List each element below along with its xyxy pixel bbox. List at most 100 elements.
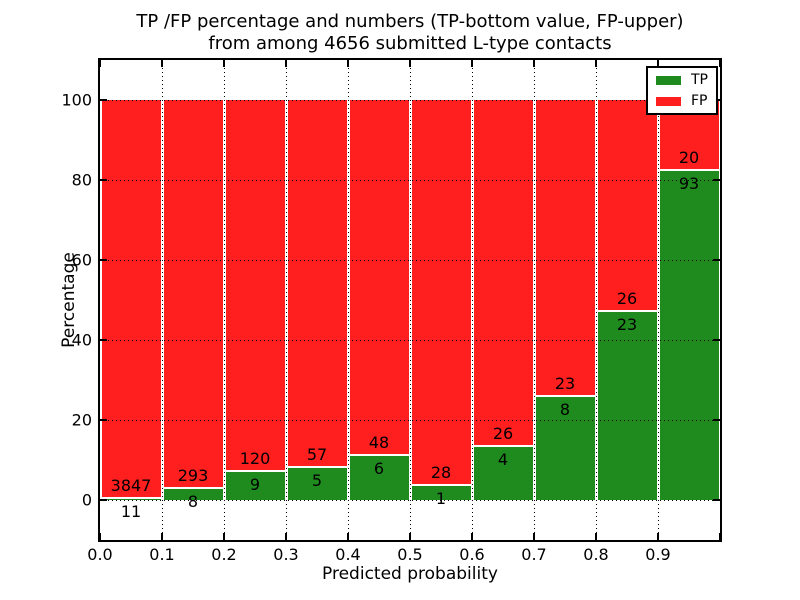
x-tick-top [347,60,349,67]
v-gridline [533,60,535,540]
h-gridline [100,179,720,181]
x-tick-bottom [223,533,225,540]
h-gridline [100,259,720,261]
bar-label-tp: 5 [311,470,323,490]
x-tick-label: 0.8 [583,545,609,564]
h-gridline [100,419,720,421]
x-tick-bottom [719,533,721,540]
chart-title: TP /FP percentage and numbers (TP-bottom… [100,11,720,55]
x-tick-label: 0.6 [459,545,485,564]
h-gridline [100,499,720,501]
legend: TP FP [646,66,718,115]
bar-segment-fp [287,100,347,466]
bar-label-fp: 57 [306,444,328,464]
bar-segment-tp [597,312,657,500]
bar-segment-tp [535,396,595,500]
bar-label-tp: 1 [435,489,447,509]
x-tick-bottom [99,533,101,540]
bar-segment-tp [101,498,161,500]
bar-segment-fp [473,100,533,445]
x-tick-label: 0.1 [149,545,175,564]
bar-label-fp: 23 [554,373,576,393]
x-axis-label: Predicted probability [322,564,498,584]
legend-entry-tp: TP [648,71,716,89]
x-tick-label: 0.4 [335,545,361,564]
y-tick-left [100,99,107,101]
x-tick-top [285,60,287,67]
x-tick-top [471,60,473,67]
x-tick-top [223,60,225,67]
v-gridline [347,60,349,540]
x-tick-top [719,60,721,67]
bar-label-fp: 293 [177,466,209,486]
x-tick-bottom [347,533,349,540]
bar-segment-fp [535,100,595,395]
y-tick-left [100,179,107,181]
bar-segment-fp [597,100,657,311]
chart-title-line2: from among 4656 submitted L-type contact… [208,33,612,54]
fp-color-swatch [656,96,681,106]
bar-segment-tp [659,170,719,500]
y-tick-left [100,259,107,261]
legend-label-tp: TP [691,72,708,88]
x-tick-label: 0.5 [397,545,423,564]
v-gridline [471,60,473,540]
y-tick-label: 0 [81,490,92,510]
x-tick-bottom [595,533,597,540]
x-tick-label: 0.7 [521,545,547,564]
v-gridline [161,60,163,540]
x-tick-label: 0.9 [645,545,671,564]
bar-label-fp: 28 [430,463,452,483]
bar-segment-fp [349,100,409,454]
x-tick-top [99,60,101,67]
bar-segment-fp [225,100,285,471]
h-gridline [100,339,720,341]
bar-segment-tp [349,455,409,500]
x-tick-bottom [533,533,535,540]
bar-label-tp: 8 [187,492,199,512]
y-tick-label: 80 [71,170,92,190]
bar-segment-tp [287,467,347,500]
y-tick-label: 100 [61,90,92,110]
bar-label-tp: 93 [678,173,700,193]
bar-label-tp: 23 [616,315,638,335]
bar-label-tp: 9 [249,475,261,495]
bar-segment-tp [163,489,223,500]
y-tick-label: 20 [71,410,92,430]
h-gridline [100,99,720,101]
bar-label-fp: 120 [239,449,271,469]
y-tick-label: 40 [71,330,92,350]
x-tick-label: 0.2 [211,545,237,564]
x-tick-bottom [161,533,163,540]
bar-label-fp: 20 [678,147,700,167]
tp-color-swatch [656,75,681,85]
v-gridline [657,60,659,540]
bar-segment-tp [473,446,533,500]
y-tick-left [100,499,107,501]
x-tick-label: 0.0 [87,545,113,564]
y-tick-right [713,419,720,421]
bar-label-tp: 4 [497,449,509,469]
bar-label-tp: 8 [559,399,571,419]
y-tick-right [713,499,720,501]
x-tick-label: 0.3 [273,545,299,564]
x-tick-bottom [409,533,411,540]
bar-segment-tp [411,486,471,500]
bar-label-tp: 11 [120,501,142,521]
bar-label-fp: 48 [368,432,390,452]
bar-label-fp: 3847 [110,475,152,495]
x-tick-top [409,60,411,67]
y-tick-left [100,339,107,341]
chart-title-line1: TP /FP percentage and numbers (TP-bottom… [136,11,684,32]
bar-segment-fp [101,100,161,497]
v-gridline [285,60,287,540]
v-gridline [223,60,225,540]
bar-segment-fp [163,100,223,488]
y-tick-left [100,419,107,421]
x-tick-top [657,60,659,67]
x-tick-bottom [471,533,473,540]
plot-area: TP FP 3847 11 293 8 120 9 57 5 48 6 28 1 26 4 23 8 26 23 2… [99,60,721,540]
y-tick-right [713,259,720,261]
bar-label-fp: 26 [616,289,638,309]
